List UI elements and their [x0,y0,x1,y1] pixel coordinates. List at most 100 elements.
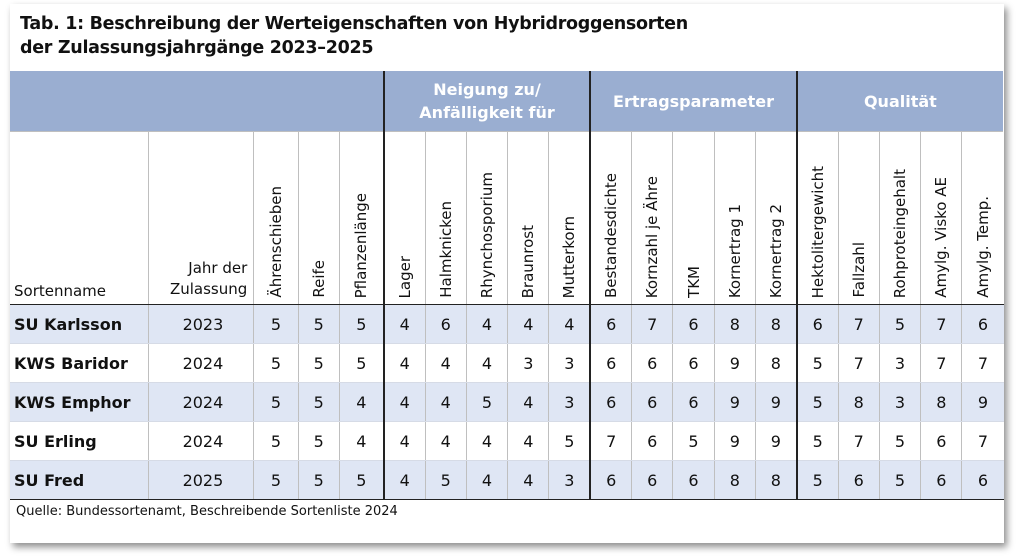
score-cell: 4 [465,421,508,461]
score-cell: 4 [338,382,384,422]
score-cell: 7 [961,421,1004,461]
score-cell: 7 [837,421,880,461]
column-header-row: Sortenname Jahr der Zulassung Ährenschie… [10,131,1004,305]
score-cell: 6 [631,421,673,461]
column-header-trait-label: Bestandesdichte [602,172,621,298]
score-cell: 4 [507,382,549,422]
score-cell: 5 [297,304,340,344]
score-cell: 4 [465,304,508,344]
score-cell: 7 [961,343,1004,383]
score-cell: 4 [424,382,467,422]
score-cell: 4 [382,343,426,383]
score-cell: 5 [297,343,340,383]
score-cell: 8 [837,382,880,422]
column-header-trait-label: Ährenschieben [266,186,285,298]
table-card: Tab. 1: Beschreibung der Werteigenschaft… [10,4,1004,543]
score-cell: 7 [837,343,880,383]
column-header-trait-label: Reife [309,260,328,298]
score-cell: 3 [548,460,591,500]
score-cell: 6 [672,460,715,500]
table-title-line-2: der Zulassungsjahrgänge 2023–2025 [20,38,374,58]
score-cell: 8 [713,460,756,500]
variety-name-cell: KWS Emphor [10,382,149,422]
group-header-neigung: Neigung zu/ Anfälligkeit für [382,71,591,132]
variety-name-cell: SU Fred [10,460,149,500]
score-cell: 4 [338,421,384,461]
column-header-trait-label: Fallzahl [849,242,868,298]
score-cell: 6 [631,460,673,500]
variety-table: Neigung zu/ Anfälligkeit für Ertragspara… [10,71,1004,500]
column-header-trait-label: Kornertrag 1 [725,203,744,298]
column-header-trait: Kornertrag 1 [713,131,756,305]
score-cell: 3 [548,382,591,422]
variety-name-cell: KWS Baridor [10,343,149,383]
year-cell: 2024 [147,421,254,461]
column-header-trait: Halmknicken [424,131,467,305]
score-cell: 4 [382,460,426,500]
score-cell: 5 [297,460,340,500]
score-cell: 5 [548,421,591,461]
table-row: KWS Baridor 2024 5 5 5 4 4 4 3 3 6 6 6 9 8 5 7 3 7 7 [10,343,1004,383]
column-header-trait-label: TKM [684,266,703,298]
column-header-trait: Rohproteingehalt [878,131,921,305]
table-row: SU Fred 2025 5 5 5 4 5 4 4 3 6 6 6 8 8 5 6 5 6 6 [10,460,1004,500]
score-cell: 4 [465,460,508,500]
score-cell: 9 [754,421,797,461]
score-cell: 6 [837,460,880,500]
column-header-trait: Pflanzenlänge [338,131,384,305]
score-cell: 6 [920,421,962,461]
group-header-row: Neigung zu/ Anfälligkeit für Ertragspara… [10,71,1004,132]
score-cell: 8 [754,304,797,344]
column-header-trait-label: Hektolitergewicht [808,165,827,298]
score-cell: 5 [878,460,921,500]
score-cell: 7 [920,304,962,344]
score-cell: 9 [961,382,1004,422]
score-cell: 6 [672,382,715,422]
score-cell: 6 [961,460,1004,500]
source-note: Quelle: Bundessortenamt, Beschreibende S… [16,504,398,519]
column-header-trait: Reife [297,131,340,305]
score-cell: 5 [338,460,384,500]
column-header-trait: Ährenschieben [253,131,299,305]
group-header-neigung-line-1: Neigung zu/ [433,80,541,99]
score-cell: 5 [297,382,340,422]
score-cell: 9 [754,382,797,422]
score-cell: 5 [795,460,839,500]
score-cell: 3 [548,343,591,383]
score-cell: 6 [589,460,632,500]
score-cell: 5 [795,343,839,383]
column-header-trait: Braunrost [507,131,549,305]
column-header-trait-label: Amylg. Visko AE [932,177,951,298]
year-cell: 2023 [147,304,254,344]
group-header-qualitaet: Qualität [795,71,1004,132]
score-cell: 6 [589,343,632,383]
column-header-trait: Rhynchosporium [465,131,508,305]
column-header-trait-label: Lager [395,255,414,298]
score-cell: 6 [631,382,673,422]
score-cell: 4 [465,343,508,383]
score-cell: 5 [253,421,299,461]
score-cell: 5 [424,460,467,500]
column-header-trait: Fallzahl [837,131,880,305]
score-cell: 5 [253,343,299,383]
column-header-trait: Amylg. Temp. [961,131,1004,305]
score-cell: 5 [672,421,715,461]
score-cell: 9 [713,343,756,383]
score-cell: 5 [338,304,384,344]
column-header-year: Jahr der Zulassung [147,131,254,305]
score-cell: 6 [631,343,673,383]
score-cell: 6 [961,304,1004,344]
score-cell: 5 [253,382,299,422]
score-cell: 5 [878,304,921,344]
column-header-trait-label: Kornzahl je Ähre [643,175,662,298]
column-header-trait: Mutterkorn [548,131,591,305]
score-cell: 5 [338,343,384,383]
score-cell: 4 [507,304,549,344]
score-cell: 5 [795,382,839,422]
score-cell: 8 [920,382,962,422]
column-header-trait-label: Rhynchosporium [478,171,496,298]
score-cell: 8 [754,460,797,500]
column-header-trait-label: Pflanzenlänge [352,192,371,298]
column-header-trait-label: Kornertrag 2 [766,203,785,298]
group-header-ertrag: Ertragsparameter [589,71,798,132]
